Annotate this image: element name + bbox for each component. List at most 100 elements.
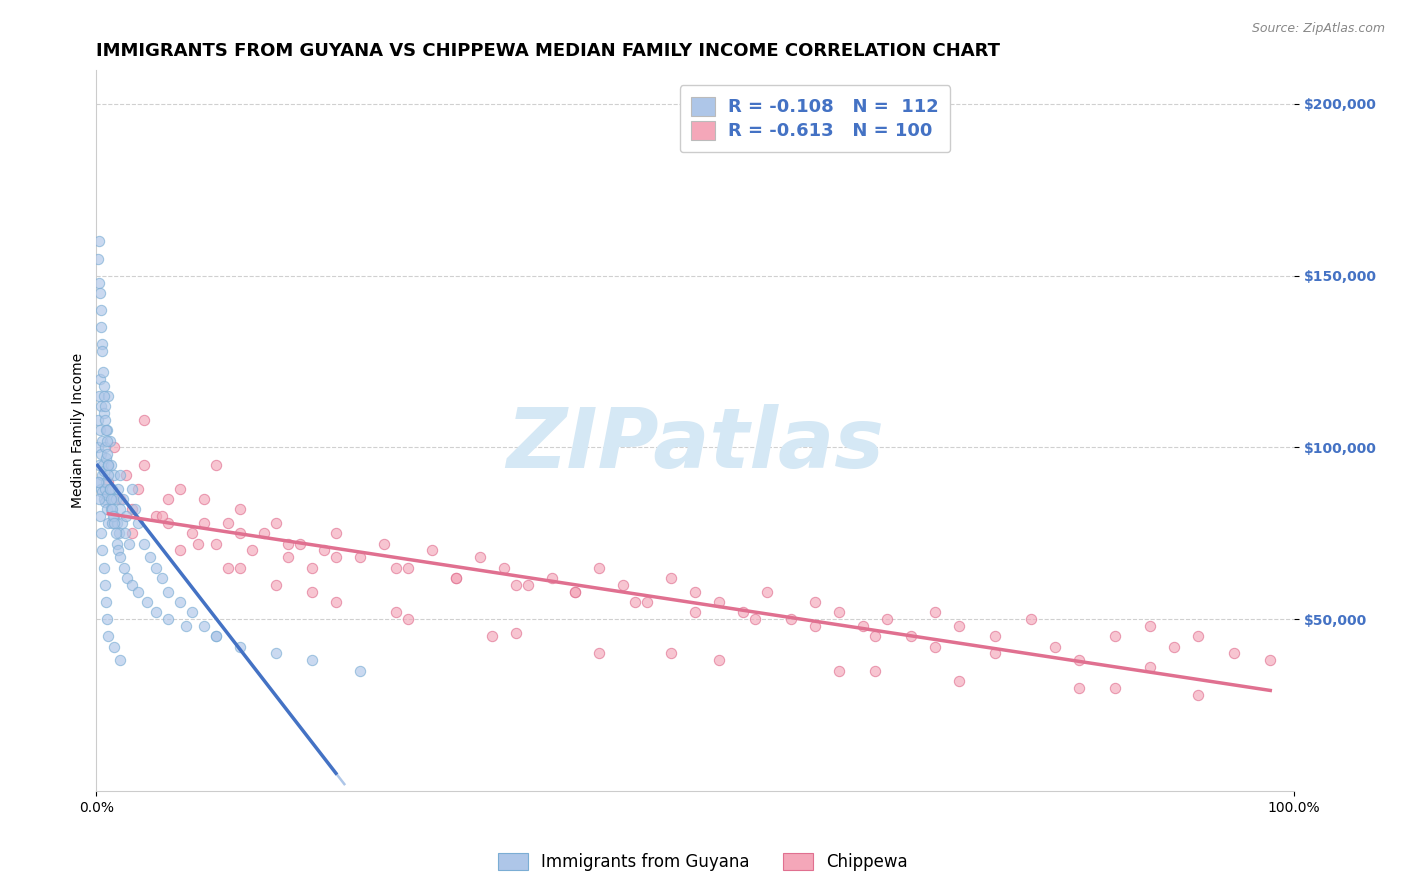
Point — [229, 560, 252, 574]
Point — [103, 509, 125, 524]
Point — [145, 605, 167, 619]
Point — [1258, 653, 1281, 667]
Point — [101, 509, 124, 524]
Point — [118, 536, 141, 550]
Point — [349, 664, 371, 678]
Point — [93, 406, 115, 420]
Point — [97, 475, 120, 489]
Point — [481, 629, 503, 643]
Point — [121, 502, 143, 516]
Point — [157, 612, 180, 626]
Point — [93, 389, 115, 403]
Point — [984, 629, 1007, 643]
Point — [91, 458, 114, 472]
Point — [396, 560, 419, 574]
Point — [420, 543, 443, 558]
Point — [325, 550, 347, 565]
Point — [264, 516, 287, 530]
Point — [709, 653, 731, 667]
Point — [87, 458, 110, 472]
Point — [733, 605, 755, 619]
Point — [110, 550, 132, 565]
Point — [659, 647, 682, 661]
Point — [193, 619, 215, 633]
Point — [564, 584, 586, 599]
Point — [863, 664, 886, 678]
Point — [150, 571, 173, 585]
Point — [110, 653, 132, 667]
Point — [301, 584, 323, 599]
Point — [1104, 629, 1126, 643]
Point — [253, 526, 276, 541]
Point — [134, 413, 156, 427]
Point — [87, 235, 110, 249]
Point — [96, 434, 118, 448]
Point — [174, 619, 197, 633]
Point — [505, 625, 527, 640]
Point — [96, 447, 118, 461]
Point — [205, 629, 228, 643]
Point — [121, 578, 143, 592]
Point — [505, 578, 527, 592]
Point — [468, 550, 491, 565]
Point — [97, 516, 120, 530]
Point — [187, 536, 209, 550]
Point — [91, 365, 114, 379]
Point — [89, 475, 111, 489]
Point — [127, 482, 149, 496]
Point — [588, 560, 610, 574]
Point — [205, 458, 228, 472]
Point — [385, 605, 408, 619]
Point — [115, 467, 138, 482]
Point — [1139, 619, 1161, 633]
Point — [828, 664, 851, 678]
Point — [103, 640, 125, 654]
Point — [89, 372, 111, 386]
Point — [117, 571, 139, 585]
Point — [91, 485, 114, 500]
Point — [325, 595, 347, 609]
Point — [325, 526, 347, 541]
Point — [229, 640, 252, 654]
Point — [804, 595, 827, 609]
Point — [1104, 681, 1126, 695]
Point — [181, 526, 204, 541]
Point — [86, 475, 108, 489]
Point — [107, 482, 129, 496]
Point — [90, 526, 112, 541]
Point — [89, 423, 111, 437]
Point — [540, 571, 562, 585]
Point — [101, 516, 124, 530]
Point — [229, 526, 252, 541]
Point — [301, 653, 323, 667]
Point — [193, 491, 215, 506]
Point — [852, 619, 875, 633]
Point — [93, 482, 115, 496]
Point — [91, 434, 114, 448]
Point — [264, 647, 287, 661]
Point — [90, 467, 112, 482]
Point — [924, 640, 946, 654]
Point — [87, 491, 110, 506]
Point — [205, 629, 228, 643]
Point — [101, 502, 124, 516]
Point — [516, 578, 538, 592]
Point — [1067, 681, 1090, 695]
Point — [96, 502, 118, 516]
Point — [94, 450, 117, 465]
Legend: Immigrants from Guyana, Chippewa: Immigrants from Guyana, Chippewa — [489, 845, 917, 880]
Point — [134, 536, 156, 550]
Point — [984, 647, 1007, 661]
Point — [115, 509, 138, 524]
Point — [90, 303, 112, 318]
Point — [100, 502, 122, 516]
Point — [659, 571, 682, 585]
Point — [157, 516, 180, 530]
Point — [349, 550, 371, 565]
Point — [1187, 688, 1209, 702]
Point — [101, 482, 124, 496]
Point — [110, 502, 132, 516]
Point — [103, 441, 125, 455]
Point — [112, 560, 135, 574]
Point — [205, 536, 228, 550]
